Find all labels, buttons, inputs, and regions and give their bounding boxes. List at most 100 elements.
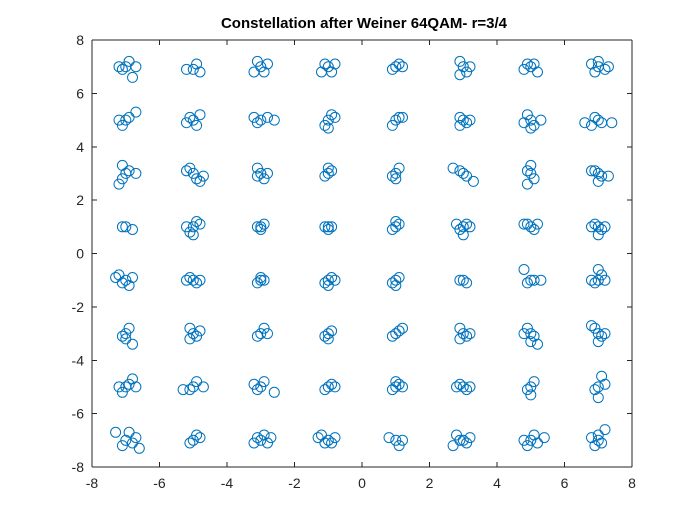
data-point: [255, 272, 267, 283]
data-point: [599, 221, 611, 233]
data-point: [461, 384, 473, 396]
data-point: [532, 437, 543, 449]
data-point: [319, 221, 331, 233]
y-tick-label: -6: [72, 406, 85, 422]
data-point: [255, 328, 267, 340]
data-point: [464, 432, 476, 444]
data-point: [255, 167, 267, 179]
data-point: [322, 333, 334, 345]
data-point: [255, 434, 267, 446]
data-point: [592, 392, 604, 404]
data-point: [592, 429, 604, 441]
data-point: [319, 58, 331, 70]
data-point: [184, 162, 196, 174]
data-point: [518, 434, 530, 446]
data-point: [326, 272, 338, 283]
data-point: [322, 122, 334, 134]
data-point: [521, 58, 533, 70]
data-point: [326, 109, 338, 121]
data-point: [589, 440, 601, 452]
data-point: [187, 167, 199, 179]
data-point: [120, 221, 132, 233]
data-point: [586, 119, 597, 131]
data-point: [329, 274, 341, 286]
data-point: [461, 330, 473, 342]
data-point: [319, 437, 331, 449]
data-point: [322, 114, 334, 126]
data-point: [191, 216, 203, 227]
data-point: [130, 61, 142, 73]
data-point: [251, 330, 263, 342]
data-point: [268, 386, 280, 398]
data-point: [525, 61, 537, 73]
data-point: [386, 63, 398, 75]
data-point: [528, 173, 540, 185]
data-point: [194, 218, 206, 230]
data-point: [184, 437, 196, 449]
data-point: [255, 61, 267, 73]
data-point: [454, 224, 466, 235]
data-point: [457, 274, 469, 286]
data-point: [120, 434, 132, 446]
data-point: [251, 384, 263, 396]
data-point: [457, 221, 469, 233]
data-point: [262, 111, 273, 123]
data-point: [390, 434, 402, 446]
data-point: [127, 338, 138, 350]
data-point: [116, 63, 128, 75]
data-point: [390, 376, 402, 388]
data-point: [454, 274, 466, 286]
data-point: [123, 426, 135, 438]
data-point: [454, 322, 466, 334]
data-point: [322, 280, 334, 291]
data-point: [194, 175, 206, 187]
data-point: [123, 378, 135, 390]
data-point: [110, 272, 122, 283]
data-point: [113, 381, 125, 393]
data-point: [123, 322, 135, 334]
data-point: [127, 437, 138, 449]
data-point: [451, 429, 462, 441]
data-point: [255, 114, 267, 126]
data-point: [606, 117, 618, 129]
data-point: [326, 325, 338, 337]
data-point: [329, 111, 341, 123]
data-point: [518, 63, 530, 75]
data-point: [258, 322, 270, 334]
data-point: [386, 170, 398, 182]
data-point: [393, 162, 405, 174]
data-point: [457, 229, 469, 241]
data-point: [532, 218, 543, 230]
data-point: [268, 114, 280, 126]
data-point: [390, 328, 402, 340]
data-point: [116, 330, 128, 342]
data-point: [116, 159, 128, 171]
data-point: [447, 162, 459, 174]
data-point: [447, 440, 459, 452]
data-point: [390, 114, 402, 126]
data-point: [538, 432, 550, 444]
x-tick-label: -2: [288, 475, 301, 491]
data-point: [181, 274, 192, 286]
data-point: [602, 61, 614, 73]
data-point: [464, 114, 476, 126]
data-point: [322, 434, 334, 446]
data-point: [181, 221, 192, 233]
x-tick-label: -8: [86, 475, 99, 491]
data-point: [592, 264, 604, 275]
data-point: [586, 274, 597, 286]
data-point: [191, 376, 203, 388]
data-point: [586, 320, 597, 332]
data-point: [262, 328, 273, 340]
data-point: [187, 221, 199, 233]
data-point: [528, 376, 540, 388]
data-point: [197, 170, 209, 182]
data-point: [251, 277, 263, 289]
data-point: [251, 117, 263, 129]
data-point: [525, 122, 537, 134]
data-point: [130, 432, 142, 444]
data-point: [397, 322, 408, 334]
data-point: [187, 328, 199, 340]
data-point: [184, 272, 196, 283]
